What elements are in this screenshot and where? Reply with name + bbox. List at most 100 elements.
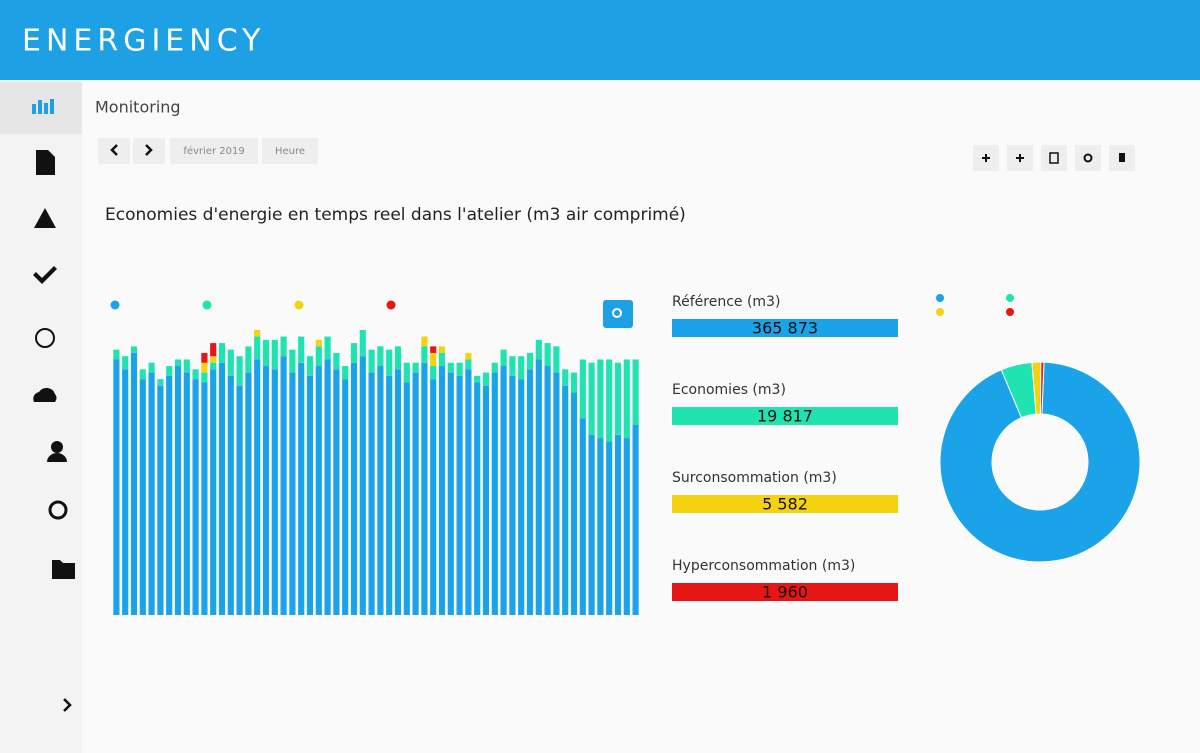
bar-segment	[544, 343, 551, 367]
bar-segment	[262, 366, 270, 615]
bar-segment	[421, 346, 428, 363]
bar-segment	[174, 359, 182, 367]
legend-dot	[936, 308, 944, 316]
logo[interactable]: ENERGIENCY	[22, 24, 265, 59]
bar-segment	[474, 382, 481, 615]
bar-segment	[130, 346, 138, 353]
granularity-button[interactable]	[262, 138, 318, 164]
bar-segment	[210, 369, 217, 615]
icon-history[interactable]	[48, 500, 68, 520]
bar-segment	[166, 375, 173, 615]
icon-monitoring[interactable]	[32, 99, 54, 114]
donut-segment	[939, 361, 1141, 563]
bar-segment	[254, 359, 261, 615]
bar-segment	[289, 349, 296, 373]
bar-segment	[210, 343, 217, 357]
kpi-label: Hyperconsommation (m3)	[672, 558, 855, 574]
bar-segment	[465, 352, 472, 360]
legend-dot	[386, 300, 396, 310]
bar-segment	[491, 372, 498, 615]
bar-segment	[562, 369, 569, 386]
bar-segment	[271, 369, 278, 615]
bar-segment	[210, 356, 217, 363]
zoom-icon	[612, 308, 622, 318]
bar-segment	[500, 366, 507, 615]
bar-segment	[148, 362, 155, 373]
icon-report[interactable]	[36, 150, 55, 175]
bar-segment	[447, 372, 454, 615]
bar-segment	[491, 362, 498, 373]
bar-segment	[570, 392, 578, 615]
bar-segment	[157, 385, 164, 615]
bar-segment	[183, 359, 190, 373]
period-button[interactable]	[170, 138, 258, 164]
bar-segment	[315, 339, 322, 347]
bar-segment	[166, 366, 173, 376]
icon-check[interactable]	[33, 266, 57, 284]
bar-segment	[183, 372, 190, 615]
bar-segment	[386, 375, 393, 615]
bar-segment	[474, 375, 481, 383]
bar-segment	[394, 369, 402, 615]
bar-segment	[280, 336, 287, 357]
icon-cloud[interactable]	[33, 387, 57, 402]
icon-folder[interactable]	[52, 560, 75, 579]
bar-segment	[192, 369, 199, 380]
bar-segment	[210, 362, 217, 370]
bar-segment	[122, 356, 129, 370]
bar-segment	[280, 356, 287, 615]
bar-segment	[588, 434, 595, 615]
bar-segment	[192, 379, 199, 615]
bar-segment	[254, 336, 261, 360]
bar-segment	[139, 379, 146, 615]
donut-segment	[1039, 361, 1045, 415]
bar-segment	[315, 366, 322, 615]
icon-gauge[interactable]	[35, 328, 55, 348]
bar-segment	[113, 349, 120, 360]
bar-segment	[174, 366, 182, 615]
bar-segment	[227, 375, 234, 615]
tool-icons	[982, 154, 1024, 162]
bar-segment	[482, 372, 490, 386]
icon-user[interactable]	[47, 441, 67, 462]
bar-segment	[544, 366, 551, 615]
bar-segment	[553, 372, 560, 615]
tool-icon-copy	[1049, 152, 1059, 164]
bar-segment	[597, 438, 604, 615]
tool-button[interactable]	[1041, 145, 1067, 171]
bar-segment	[201, 382, 208, 615]
kpi-label: Economies (m3)	[672, 382, 786, 398]
bar-segment	[227, 349, 234, 376]
sidebar-expand[interactable]	[63, 698, 72, 712]
chart-title: Economies d'energie en temps reel dans l…	[105, 205, 686, 225]
bar-segment	[201, 352, 208, 363]
kpi-value: 5 582	[762, 495, 808, 514]
bar-segment	[298, 362, 305, 615]
legend-dot	[202, 300, 212, 310]
tool-button[interactable]	[1075, 145, 1101, 171]
bar-segment	[430, 379, 437, 615]
icon-alert[interactable]	[34, 208, 56, 228]
bar-segment	[139, 369, 146, 380]
bar-segment	[553, 346, 560, 373]
bar-segment	[315, 346, 322, 367]
bar-segment	[447, 362, 454, 373]
bar-segment	[614, 434, 622, 615]
bar-segment	[606, 359, 613, 442]
sidebar	[0, 80, 82, 753]
bar-segment	[579, 418, 586, 615]
bar-segment	[632, 425, 639, 615]
bar-segment	[570, 372, 578, 393]
bar-segment	[306, 375, 314, 615]
bar-segment	[113, 359, 120, 615]
bar-segment	[350, 343, 358, 363]
bar-segment	[333, 369, 340, 615]
bar-segment	[438, 352, 446, 367]
bar-segment	[157, 379, 164, 386]
bar-segment	[438, 346, 446, 353]
zoom-button[interactable]	[603, 300, 633, 328]
kpi-value: 1 960	[762, 583, 808, 602]
bar-segment	[359, 356, 366, 615]
bar-segment	[324, 336, 331, 360]
bar-segment	[430, 346, 437, 353]
